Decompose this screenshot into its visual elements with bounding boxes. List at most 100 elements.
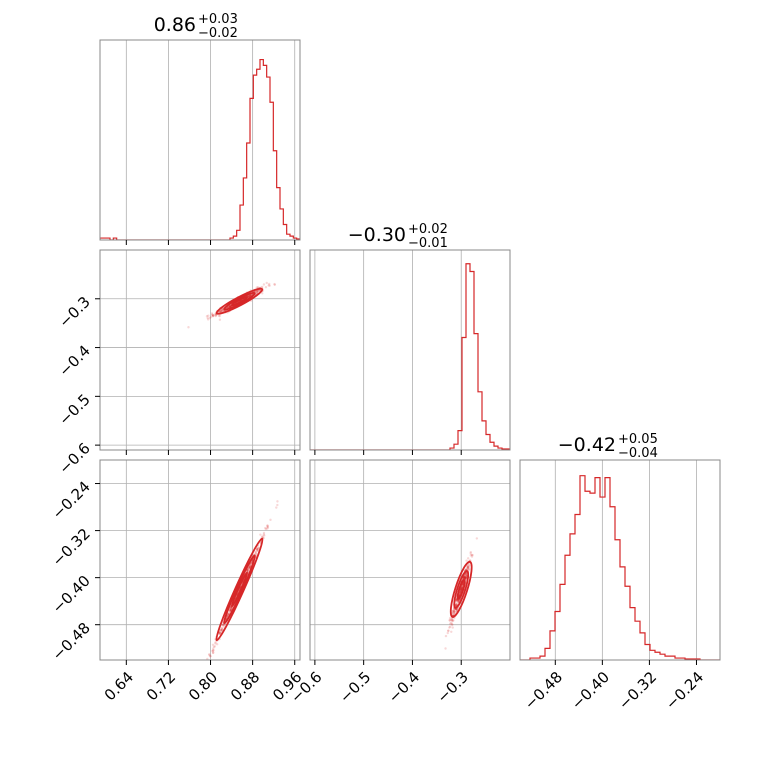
scatter-point: [448, 618, 451, 622]
scatter-point: [265, 281, 268, 285]
scatter-point: [246, 569, 249, 572]
scatter-point: [228, 305, 232, 308]
scatter-point: [465, 575, 468, 578]
scatter-point: [228, 304, 232, 308]
scatter-point: [266, 525, 269, 528]
scatter-point: [247, 568, 250, 572]
scatter-point: [248, 565, 251, 569]
x-tick-label-p0: 0.88: [227, 668, 263, 704]
scatter-point: [462, 576, 466, 579]
scatter-point: [247, 294, 250, 298]
param-minus-error: −0.04: [618, 446, 658, 461]
scatter-point: [212, 648, 215, 652]
x-tick-label-p1: −0.4: [385, 668, 423, 706]
panel-grid-2-1: [310, 460, 510, 660]
scatter-point: [247, 295, 251, 298]
scatter-point: [457, 600, 460, 603]
scatter-point: [450, 622, 454, 626]
y-tick-label-p2: −0.40: [49, 572, 94, 617]
contour-level-1: [456, 579, 466, 600]
scatter-point: [263, 534, 266, 537]
scatter-point: [470, 555, 474, 558]
scatter-point: [464, 577, 468, 580]
scatter-point: [221, 624, 224, 627]
scatter-point: [228, 304, 232, 308]
scatter-point: [448, 622, 452, 625]
scatter-point: [464, 578, 468, 581]
scatter-point: [453, 610, 456, 613]
scatter-point: [457, 599, 460, 602]
scatter-point: [255, 286, 258, 289]
scatter-point: [463, 576, 467, 579]
scatter-point: [255, 291, 259, 294]
scatter-p0-p2: [206, 500, 279, 663]
scatter-point: [454, 608, 458, 611]
scatter-point: [247, 566, 251, 570]
scatter-point: [211, 643, 215, 646]
scatter-point: [276, 500, 279, 503]
x-tick-label-p1: −0.5: [336, 668, 374, 706]
scatter-point: [273, 283, 276, 286]
scatter-point: [247, 294, 250, 298]
scatter-point: [264, 526, 267, 530]
scatter-point: [218, 314, 221, 318]
param-title-p2: −0.42 +0.05−0.04: [558, 432, 658, 461]
scatter-point: [455, 602, 459, 606]
scatter-point: [467, 564, 471, 567]
scatter-point: [221, 623, 224, 627]
scatter-point: [446, 631, 449, 635]
scatter-point: [467, 567, 471, 570]
scatter-point: [466, 566, 470, 570]
scatter-point: [249, 294, 252, 297]
scatter-point: [221, 628, 224, 631]
scatter-point: [256, 289, 260, 293]
scatter-point: [211, 651, 215, 655]
scatter-point: [455, 608, 458, 612]
scatter-point: [228, 609, 232, 612]
scatter-point: [211, 314, 215, 318]
scatter-point: [464, 574, 467, 577]
param-minus-error: −0.02: [198, 26, 238, 41]
scatter-point: [254, 550, 257, 553]
panel-grid-2-0: [100, 460, 300, 660]
scatter-point: [464, 576, 467, 580]
scatter-point: [448, 626, 451, 629]
scatter-point: [450, 630, 453, 633]
scatter-point: [228, 609, 232, 612]
scatter-p0-p1: [187, 281, 276, 329]
scatter-point: [248, 564, 252, 568]
scatter-point: [459, 591, 462, 595]
y-tick-label-p2: −0.24: [49, 478, 94, 523]
contour-level-2: [453, 570, 470, 609]
x-tick-label-p2: −0.32: [615, 668, 660, 713]
scatter-point: [267, 284, 270, 287]
x-tick-label-p0: 0.80: [185, 668, 221, 704]
scatter-point: [206, 318, 210, 321]
scatter-point: [227, 613, 230, 616]
y-tick-label-p2: −0.32: [49, 525, 94, 570]
scatter-point: [452, 609, 455, 613]
histogram-p2: [520, 475, 720, 660]
scatter-point: [463, 577, 467, 580]
scatter-point: [462, 576, 466, 579]
scatter-point: [230, 607, 233, 610]
scatter-point: [463, 575, 466, 578]
contour-level-3: [215, 537, 264, 642]
scatter-point: [266, 524, 269, 527]
scatter-point: [457, 598, 460, 602]
scatter-point: [207, 661, 209, 663]
scatter-point: [211, 649, 215, 653]
scatter-point: [451, 619, 454, 622]
param-plus-error: +0.05: [618, 432, 658, 447]
scatter-point: [466, 565, 469, 569]
contour-level-3: [215, 287, 264, 315]
scatter-point: [467, 565, 470, 569]
scatter-point: [451, 619, 454, 623]
scatter-point: [219, 309, 222, 312]
scatter-point: [459, 590, 463, 593]
scatter-p1-p2: [444, 537, 479, 650]
scatter-point: [459, 590, 462, 593]
scatter-point: [456, 598, 459, 602]
scatter-point: [464, 576, 468, 580]
scatter-point: [248, 567, 251, 570]
